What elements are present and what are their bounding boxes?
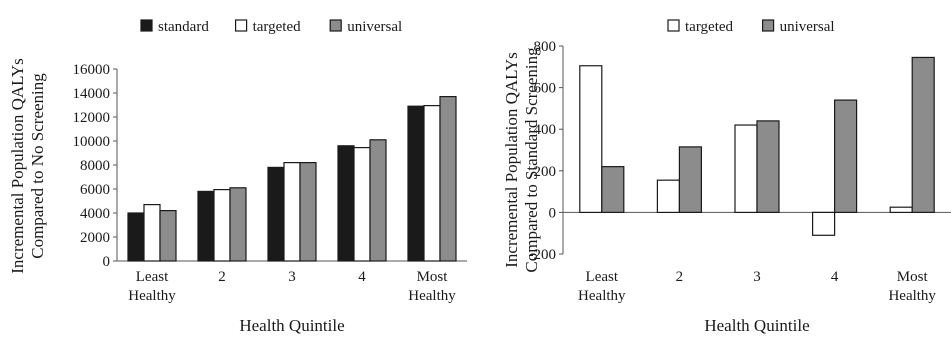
- legend-item-standard: standard: [140, 19, 209, 35]
- bar-universal-5: [911, 56, 935, 214]
- legend-label-universal: universal: [347, 19, 402, 35]
- y-tick-label: 6000: [80, 182, 110, 198]
- chart-right-vs-standard-screening: -200 0 200 400 600 800 Least Healthy 2 3 4 Most Heal…: [502, 19, 951, 335]
- bar-universal-5: [439, 95, 457, 262]
- x-axis-title: Health Quintile: [239, 316, 344, 335]
- x-tick-label: 3: [753, 269, 761, 285]
- legend-item-targeted: targeted: [667, 19, 734, 35]
- chart-left-vs-no-screening: 0 2000 4000 6000 8000 10000 12000 14000 16000 Lea…: [8, 19, 467, 335]
- y-tick-label: 2000: [80, 230, 110, 246]
- y-tick-label: -200: [529, 247, 557, 263]
- x-tick-label: 3: [288, 269, 296, 285]
- bar-universal-3: [756, 120, 780, 213]
- x-tick-label: Least: [586, 269, 619, 285]
- legend-label-targeted: targeted: [253, 19, 302, 35]
- bar-targeted-5: [423, 104, 441, 262]
- y-axis-title-line-1: Incremental Population QALYs: [502, 52, 521, 267]
- x-tick-label: 4: [358, 269, 366, 285]
- x-tick-label: 2: [676, 269, 684, 285]
- y-axis-title: Incremental Population QALYsCompared to …: [502, 47, 541, 273]
- bar-standard-4: [337, 145, 355, 262]
- legend-label-targeted: targeted: [685, 19, 734, 35]
- bar-universal-1: [159, 210, 177, 262]
- bar-targeted-4: [811, 211, 836, 236]
- x-tick-label: Most: [897, 269, 929, 285]
- legend-swatch-universal: [329, 19, 342, 32]
- y-tick-label: 12000: [73, 110, 111, 126]
- bar-targeted-2: [656, 179, 681, 214]
- x-tick-label: Healthy: [408, 288, 456, 304]
- legend-swatch-universal: [761, 19, 775, 32]
- bar-universal-4: [369, 139, 387, 262]
- y-tick-label: 14000: [73, 86, 111, 102]
- y-tick-label: 400: [534, 122, 557, 138]
- y-tick-label: 4000: [80, 206, 110, 222]
- y-tick-label: 16000: [73, 62, 111, 78]
- legend-item-universal: universal: [761, 19, 835, 35]
- legend-label-universal: universal: [780, 19, 835, 35]
- x-tick-label: 4: [831, 269, 839, 285]
- legend-swatch-standard: [140, 19, 153, 32]
- bar-universal-2: [678, 146, 703, 214]
- bar-universal-4: [833, 99, 858, 214]
- bar-standard-2: [197, 190, 215, 262]
- x-tick-label: 2: [218, 269, 226, 285]
- y-axis-title-line-2: Compared to No Screening: [28, 73, 47, 259]
- y-tick-label: 10000: [73, 134, 111, 150]
- y-tick-label: 600: [534, 81, 557, 97]
- bar-targeted-3: [734, 124, 758, 214]
- y-tick-label: 800: [534, 39, 557, 55]
- y-axis-title: Incremental Population QALYsCompared to …: [8, 58, 47, 273]
- x-tick-label: Healthy: [888, 288, 936, 304]
- legend-item-universal: universal: [329, 19, 402, 35]
- bar-universal-2: [229, 187, 247, 262]
- x-tick-label: Healthy: [128, 288, 176, 304]
- y-tick-label: 0: [103, 254, 111, 270]
- y-axis-title-line-1: Incremental Population QALYs: [8, 58, 27, 273]
- legend-item-targeted: targeted: [235, 19, 302, 35]
- bar-targeted-1: [579, 65, 603, 214]
- bar-universal-3: [299, 162, 317, 262]
- bar-standard-3: [267, 166, 285, 262]
- bar-targeted-5: [889, 206, 913, 213]
- y-tick-label: 0: [549, 205, 557, 221]
- bar-targeted-4: [353, 147, 371, 262]
- x-tick-label: Healthy: [578, 288, 626, 304]
- y-axis-title-line-2: Compared to Standard Screening: [522, 47, 541, 273]
- bar-targeted-2: [213, 189, 231, 262]
- x-axis-title: Health Quintile: [704, 316, 809, 335]
- x-tick-label: Least: [136, 269, 169, 285]
- y-tick-label: 8000: [80, 158, 110, 174]
- bar-targeted-1: [143, 204, 161, 262]
- bar-universal-1: [601, 166, 625, 213]
- bar-standard-1: [127, 212, 145, 262]
- y-tick-label: 200: [534, 164, 557, 180]
- x-tick-label: Most: [417, 269, 449, 285]
- bar-targeted-3: [283, 162, 301, 262]
- bar-standard-5: [407, 105, 425, 262]
- legend-swatch-targeted: [235, 19, 248, 32]
- legend-swatch-targeted: [667, 19, 680, 32]
- legend-label-standard: standard: [158, 19, 209, 35]
